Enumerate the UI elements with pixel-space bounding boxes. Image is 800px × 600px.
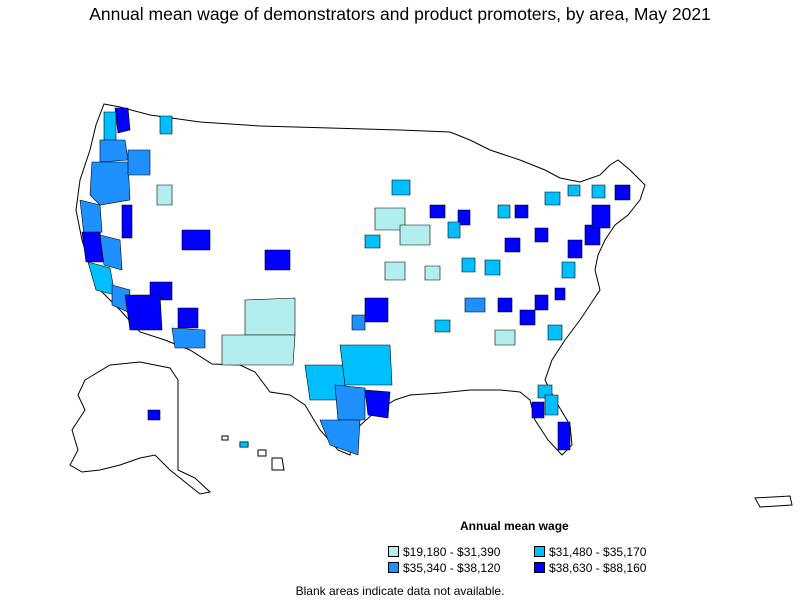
region-ohio: [504, 237, 521, 253]
region-cleveland: [514, 204, 529, 219]
region-salt-lake: [181, 229, 211, 251]
region-upstate-ny: [544, 191, 561, 206]
legend-item-3: $35,340 - $38,120: [388, 561, 500, 575]
legend-label-3: $35,340 - $38,120: [403, 561, 501, 575]
region-portland: [99, 139, 129, 163]
region-new-england: [567, 184, 581, 197]
region-boston: [614, 184, 631, 201]
region-reno: [121, 204, 133, 239]
region-seattle: [114, 107, 131, 134]
region-norcal: [79, 199, 103, 236]
region-albany: [591, 184, 606, 199]
region-ok-east: [351, 314, 366, 331]
region-austin: [334, 384, 366, 421]
region-sc: [547, 324, 563, 341]
region-wa-east: [159, 115, 173, 135]
region-charlotte: [534, 294, 549, 311]
region-iowa-2: [399, 224, 431, 246]
map-title: Annual mean wage of demonstrators and pr…: [89, 4, 711, 24]
region-il: [447, 221, 461, 239]
region-pittsburgh: [534, 227, 549, 243]
region-denver: [264, 249, 291, 271]
region-nyc: [591, 204, 611, 229]
region-nm-north: [244, 297, 296, 336]
region-wi: [429, 204, 446, 219]
legend-swatch-2: [534, 546, 545, 557]
puerto-rico: [754, 495, 793, 508]
region-al: [494, 329, 516, 346]
legend-item-2: $31,480 - $35,170: [534, 545, 646, 559]
region-central-valley: [99, 234, 123, 271]
legend-label-1: $19,180 - $31,390: [403, 545, 501, 559]
legend-label-2: $31,480 - $35,170: [549, 545, 647, 559]
legend-title: Annual mean wage: [460, 519, 569, 533]
region-nm-south: [221, 334, 296, 366]
region-houston: [364, 389, 391, 419]
region-minneapolis: [391, 179, 411, 196]
legend-swatch-3: [388, 562, 399, 573]
region-boise: [156, 184, 173, 206]
legend-item-1: $19,180 - $31,390: [388, 545, 500, 559]
legend-swatch-4: [534, 562, 545, 573]
footnote: Blank areas indicate data not available.: [295, 584, 505, 598]
region-miami: [557, 421, 571, 451]
region-hawaii-blue: [239, 441, 249, 448]
legend-label-4: $38,630 - $88,160: [549, 561, 647, 575]
region-alaska-blue: [147, 409, 161, 421]
region-oklahoma: [364, 297, 389, 323]
legend-swatch-1: [388, 546, 399, 557]
region-dc: [567, 239, 583, 259]
region-omaha: [364, 234, 381, 249]
region-olympia: [103, 111, 117, 141]
region-richmond: [561, 261, 576, 279]
region-mi: [497, 204, 511, 219]
region-st-louis: [461, 257, 476, 273]
region-or-east: [127, 149, 151, 176]
region-ks-east: [424, 265, 441, 281]
region-dallas: [339, 344, 393, 386]
contiguous-us-outline: [75, 103, 646, 456]
alaska-outline: [69, 361, 212, 495]
legend-item-4: $38,630 - $88,160: [534, 561, 646, 575]
region-phoenix: [124, 294, 163, 331]
region-or-valley: [89, 161, 131, 206]
region-kansas: [384, 261, 406, 281]
region-memphis: [464, 297, 486, 313]
region-atlanta: [519, 309, 536, 326]
region-tucson: [171, 327, 206, 349]
region-nc-east: [554, 287, 566, 301]
region-tampa: [531, 401, 545, 419]
region-chicago: [457, 209, 471, 226]
region-az-north: [177, 307, 199, 329]
region-south-tx: [319, 419, 361, 456]
region-nashville: [497, 297, 513, 313]
hawaii-islands: [221, 435, 285, 471]
region-ms: [434, 319, 451, 333]
region-orlando: [544, 394, 559, 416]
region-indy: [484, 259, 501, 276]
